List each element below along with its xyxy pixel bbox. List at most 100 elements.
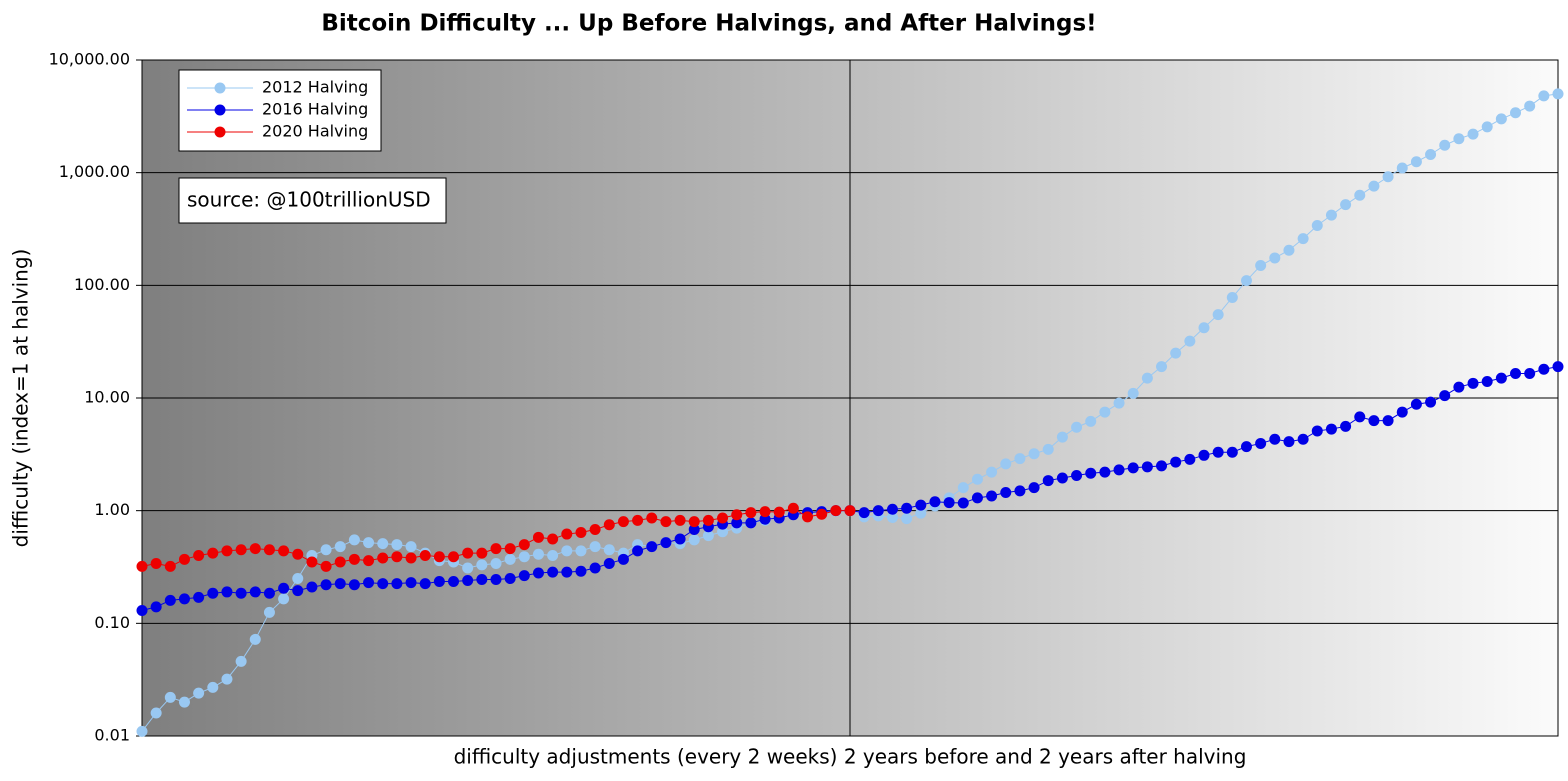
data-point [1524,100,1536,112]
data-point [263,606,275,618]
data-point [462,574,474,586]
data-point [802,511,814,523]
data-point [1226,291,1238,303]
data-point [971,492,983,504]
data-point [603,544,615,556]
data-point [575,545,587,557]
x-axis-label: difficulty adjustments (every 2 weeks) 2… [454,745,1247,769]
data-point [1113,397,1125,409]
data-point [1524,367,1536,379]
data-point [1014,453,1026,465]
data-point [1410,156,1422,168]
data-point [348,534,360,546]
data-point [1453,133,1465,145]
data-point [1382,415,1394,427]
data-point [476,573,488,585]
data-point [136,560,148,572]
data-point [363,555,375,567]
data-point [1056,431,1068,443]
data-point [702,514,714,526]
data-point [363,537,375,549]
data-point [1255,437,1267,449]
data-point [1340,199,1352,211]
data-point [292,548,304,560]
data-point [957,497,969,509]
data-point [844,505,856,517]
data-point [1311,219,1323,231]
data-point [886,503,898,515]
y-axis-label: difficulty (index=1 at halving) [9,249,33,548]
data-point [674,533,686,545]
data-point [1156,361,1168,373]
legend-label: 2016 Halving [262,100,368,119]
data-point [1113,464,1125,476]
data-point [136,604,148,616]
data-point [646,541,658,553]
data-point [717,512,729,524]
data-point [830,505,842,517]
data-point [391,539,403,551]
data-point [235,544,247,556]
data-point [1552,361,1564,373]
data-point [278,545,290,557]
data-point [221,545,233,557]
data-point [1240,441,1252,453]
data-point [178,553,190,565]
y-tick-label: 0.01 [94,726,130,745]
data-point [1127,462,1139,474]
data-point [1354,411,1366,423]
data-point [405,541,417,553]
data-point [1141,461,1153,473]
data-point [632,514,644,526]
data-point [1354,189,1366,201]
data-point [193,550,205,562]
data-point [575,527,587,539]
data-point [1085,467,1097,479]
data-point [1311,425,1323,437]
data-point [1042,475,1054,487]
data-point [476,547,488,559]
data-point [221,586,233,598]
data-point [1510,107,1522,119]
data-point [745,517,757,529]
data-point [603,519,615,531]
data-point [249,586,261,598]
data-point [164,691,176,703]
data-point [448,576,460,588]
data-point [207,587,219,599]
data-point [1000,486,1012,498]
data-point [986,466,998,478]
data-point [249,633,261,645]
data-point [518,570,530,582]
data-point [150,707,162,719]
data-point [193,687,205,699]
data-point [462,547,474,559]
data-point [462,562,474,574]
data-point [1495,372,1507,384]
data-point [518,539,530,551]
data-point [731,509,743,521]
data-point [150,557,162,569]
data-point [1538,363,1550,375]
y-tick-label: 100.00 [74,275,130,294]
data-point [1156,460,1168,472]
data-point [419,550,431,562]
data-point [178,696,190,708]
data-point [589,541,601,553]
data-point [1099,466,1111,478]
data-point [1170,456,1182,468]
data-point [1467,128,1479,140]
data-point [1495,113,1507,125]
data-point [1283,244,1295,256]
data-point [1538,90,1550,102]
data-point [1297,233,1309,245]
data-point [235,655,247,667]
y-tick-label: 1,000.00 [59,162,130,181]
data-point [1071,421,1083,433]
data-point [1297,433,1309,445]
data-point [702,530,714,542]
data-point [561,545,573,557]
data-point [476,559,488,571]
data-point [320,560,332,572]
data-point [1184,453,1196,465]
